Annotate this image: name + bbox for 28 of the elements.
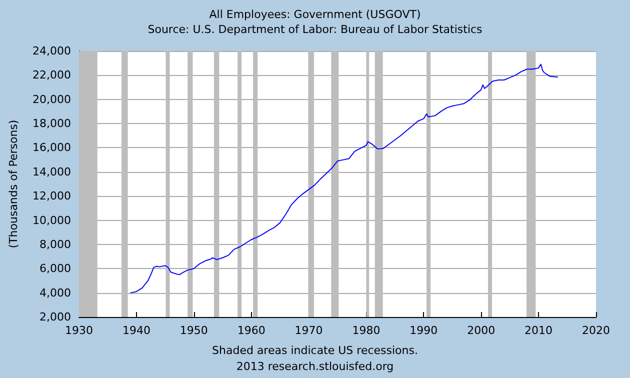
y-tick-label: 16,000 <box>32 141 71 154</box>
text: Shaded areas indicate US recessions. <box>212 344 418 357</box>
x-tick-label: 1960 <box>237 324 266 337</box>
x-tick-label: 2020 <box>582 324 610 337</box>
y-tick-label: 14,000 <box>32 165 71 178</box>
y-tick-label: 6,000 <box>40 262 71 276</box>
x-tick-label: 1980 <box>352 324 380 337</box>
line-series <box>130 64 558 294</box>
x-tick-label: 1990 <box>410 324 438 337</box>
y-tick-label: 18,000 <box>32 117 71 130</box>
y-tick-label: 24,000 <box>32 44 71 58</box>
y-tick-label: 22,000 <box>32 68 71 82</box>
chart-title: All Employees: Government (USGOVT) <box>209 8 421 21</box>
x-tick-label: 1950 <box>180 324 208 337</box>
y-tick-label: 2,000 <box>40 310 71 324</box>
y-tick-label: 20,000 <box>32 92 71 106</box>
x-tick-label: 1940 <box>122 324 150 337</box>
x-tick-label: 1970 <box>294 324 323 337</box>
chart-subtitle: Source: U.S. Department of Labor: Bureau of Labor Statistics <box>148 23 483 36</box>
y-tick-label: 10,000 <box>32 214 71 227</box>
x-tick-label: 2000 <box>467 324 496 337</box>
text: 2013 research.stlouisfed.org <box>236 360 394 373</box>
x-tick-label: 2010 <box>524 324 553 337</box>
y-tick-label: 8,000 <box>40 238 71 251</box>
x-tick-label: 1930 <box>65 324 93 337</box>
y-axis-title: (Thousands of Persons) <box>7 120 20 248</box>
y-tick-label: 12,000 <box>32 190 71 203</box>
y-tick-label: 4,000 <box>40 286 71 300</box>
